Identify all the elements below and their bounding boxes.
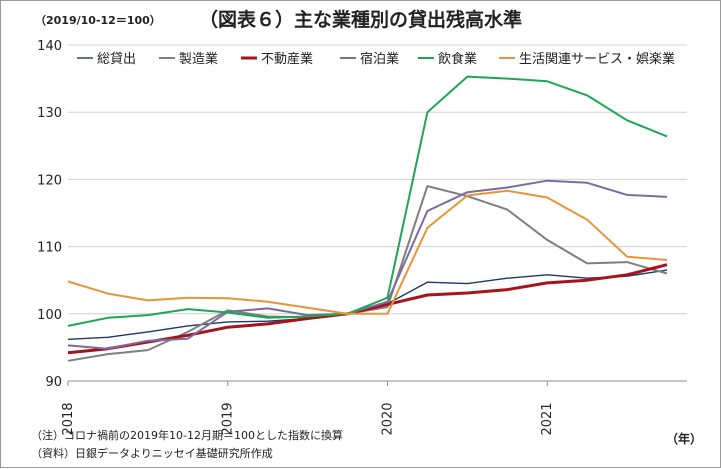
series-line — [67, 185, 668, 362]
x-axis-unit: （年） — [665, 432, 702, 446]
y-tick-label: 110 — [37, 241, 62, 256]
series-line — [67, 263, 668, 355]
legend-label: 飲食業 — [438, 51, 477, 67]
y-tick-label: 90 — [45, 375, 62, 390]
legend-label: 製造業 — [179, 51, 218, 67]
x-tick-label: 2021 — [540, 402, 555, 435]
legend-label: 生活関連サービス・娯楽業 — [519, 51, 675, 67]
unit-note: （2019/10-12＝100） — [35, 14, 161, 27]
footnote-note: （注）コロナ禍前の2019年10-12月期＝100とした指数に換算 — [31, 429, 343, 442]
x-tick-label: 2018 — [61, 402, 76, 435]
x-tick-label: 2019 — [221, 402, 236, 435]
series-layer — [67, 75, 668, 362]
y-tick-label: 130 — [37, 106, 62, 121]
axes: 90 100 110 120 130 140 2018 2019 2020 2021 — [37, 39, 687, 436]
legend: 総貸出 製造業 不動産業 宿泊業 飲食業 生活関連サービス・娯楽業 — [77, 51, 675, 67]
series-line — [67, 189, 668, 315]
x-tick-label: 2020 — [380, 402, 395, 435]
series-line — [67, 75, 668, 327]
y-tick-label: 100 — [37, 308, 62, 323]
legend-label: 総貸出 — [97, 51, 136, 67]
series-line — [67, 179, 668, 350]
grid-lines — [68, 44, 687, 315]
y-tick-label: 120 — [37, 173, 62, 188]
footnote-source: （資料）日銀データよりニッセイ基礎研究所作成 — [31, 447, 273, 460]
y-tick-label: 140 — [37, 39, 62, 54]
legend-label: 不動産業 — [261, 51, 313, 67]
chart-title: （図表６）主な業種別の貸出残高水準 — [198, 9, 522, 31]
legend-label: 宿泊業 — [360, 51, 399, 67]
